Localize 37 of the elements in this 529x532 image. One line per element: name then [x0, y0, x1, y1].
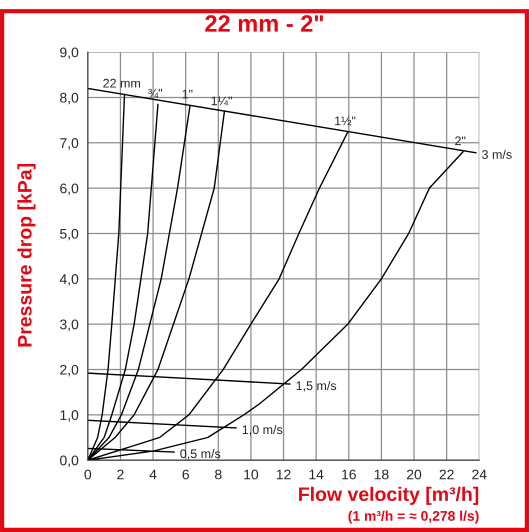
- y-axis-title: Pressure drop [kPa]: [17, 164, 36, 346]
- text: (1 m³/h = ≈ 0,278 l/s): [348, 510, 479, 524]
- x-tick-label: 8: [215, 470, 222, 480]
- y-tick-label: 6,0: [60, 183, 78, 195]
- x-axis-title: Flow velocity [m³/h]: [299, 486, 478, 505]
- y-tick-label: 9,0: [60, 47, 78, 59]
- x-tick-label: 24: [472, 470, 487, 480]
- series-label: 1¼": [212, 96, 232, 106]
- series-label: 3 m/s: [482, 150, 512, 159]
- y-tick-label: 3,0: [60, 320, 78, 331]
- x-tick-label: 16: [342, 470, 356, 480]
- y-tick-label: 2,0: [60, 364, 78, 376]
- chart-title: 22 mm - 2": [205, 15, 324, 32]
- series-label: 0,5 m/s: [180, 448, 220, 460]
- x-tick-label: 18: [374, 470, 389, 480]
- x-tick-label: 6: [182, 470, 189, 480]
- y-tick-label: 4,0: [60, 274, 78, 286]
- x-tick-label: 0: [84, 470, 92, 480]
- y-tick-label: 7,0: [60, 138, 78, 150]
- x-tick-label: 20: [407, 470, 422, 480]
- x-tick-label: 4: [150, 470, 157, 480]
- series-label: 22 mm: [103, 78, 140, 88]
- x-tick-label: 14: [310, 470, 324, 480]
- x-tick-label: 12: [276, 470, 291, 480]
- x-tick-label: 2: [117, 470, 124, 480]
- series-label: 1,5 m/s: [296, 380, 336, 392]
- y-tick-label: 1,0: [60, 410, 78, 422]
- y-tick-label: 8,0: [60, 92, 78, 104]
- x-tick-label: 22: [440, 470, 454, 480]
- series-label: 2": [455, 136, 466, 146]
- series-label: 1½": [335, 116, 356, 126]
- y-tick-label: 5,0: [60, 228, 78, 240]
- y-tick-label: 0,0: [60, 456, 78, 467]
- series-label: 1": [182, 90, 192, 98]
- series-label: 1,0 m/s: [242, 424, 282, 436]
- series-label: ¾": [148, 88, 162, 98]
- x-tick-label: 10: [244, 470, 258, 480]
